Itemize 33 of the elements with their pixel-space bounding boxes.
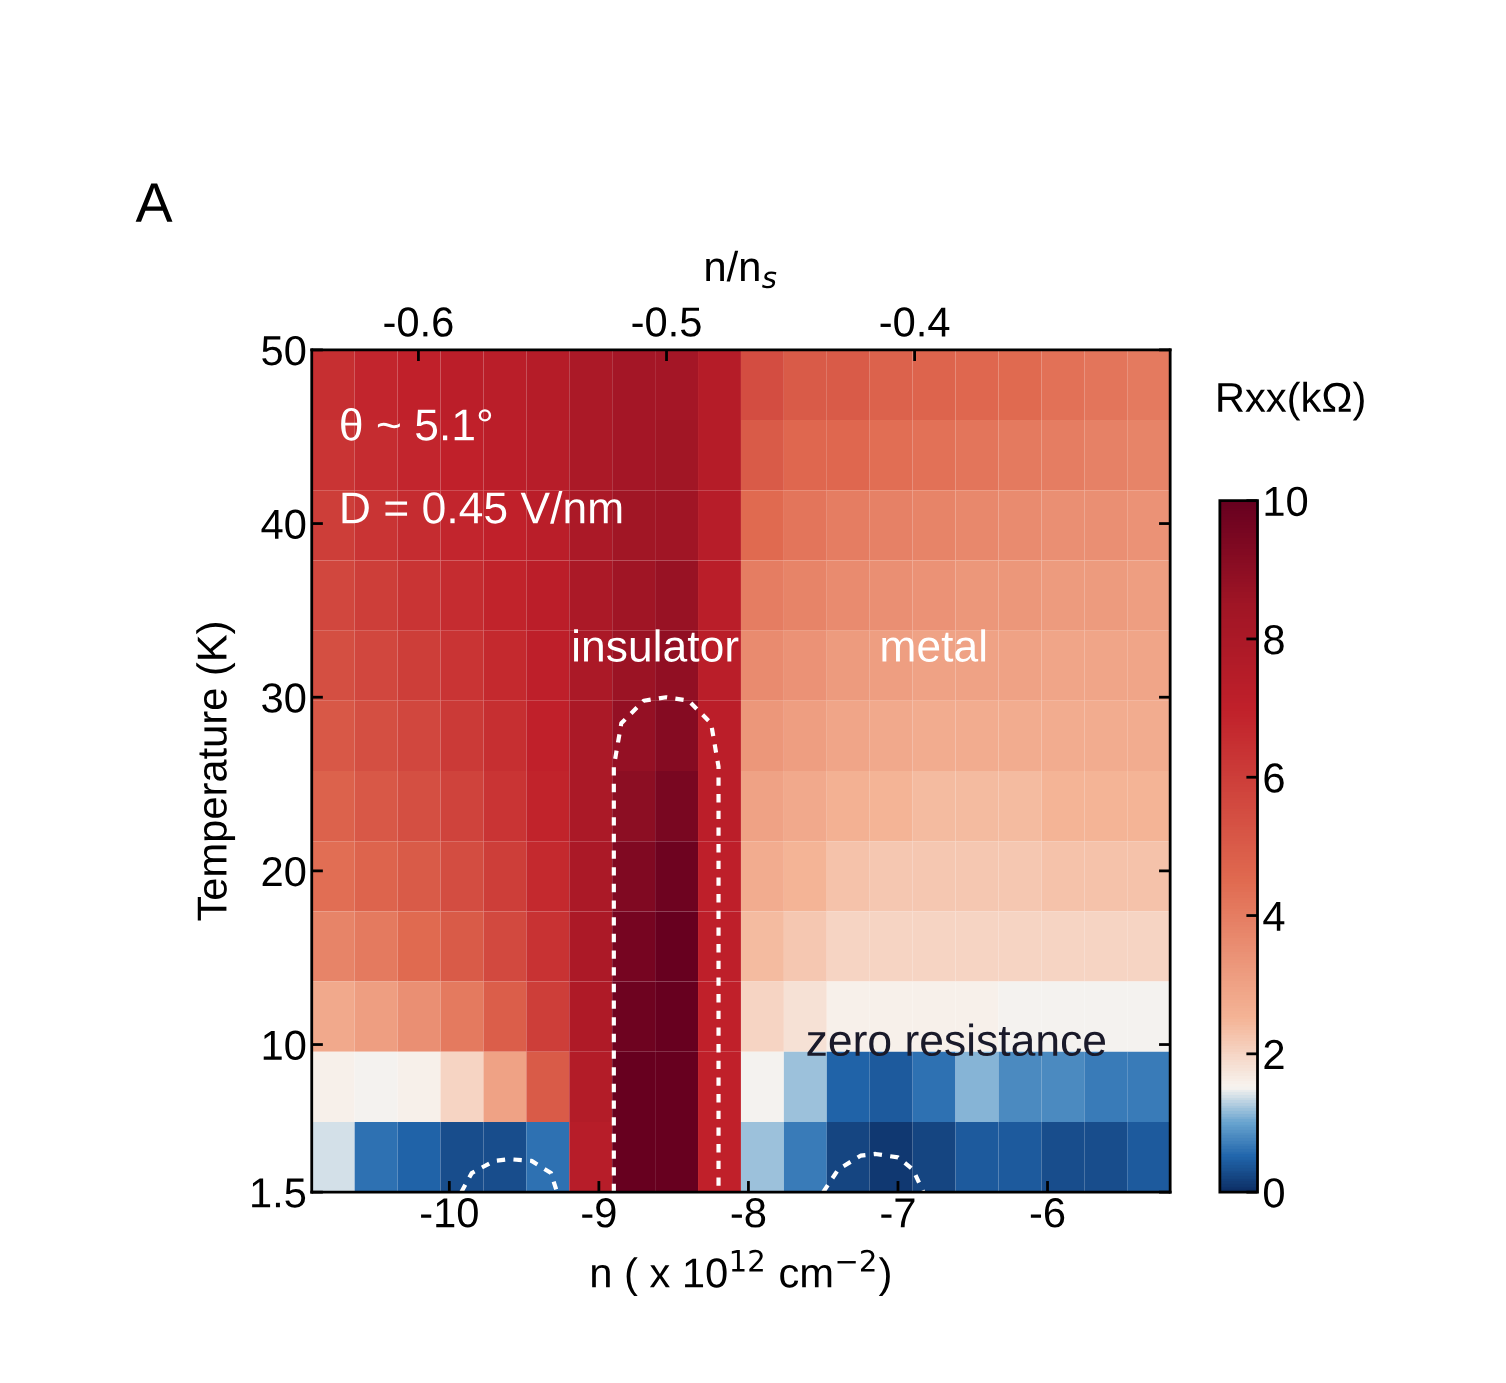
annotation: metal bbox=[882, 629, 986, 662]
y-tick-label: 40 bbox=[261, 509, 306, 540]
color-bar-label: 6 bbox=[1264, 763, 1284, 793]
text: A bbox=[135, 183, 173, 222]
y-tick-label: 10 bbox=[263, 1030, 306, 1061]
color-bar-label: 4 bbox=[1263, 901, 1285, 931]
x2-tick-label: -0.6 bbox=[384, 307, 453, 337]
line-series bbox=[459, 1157, 560, 1193]
x-tick-label: -8 bbox=[731, 1198, 766, 1228]
annotation: D = 0.45 V/nm bbox=[342, 490, 622, 524]
annotation: insulator bbox=[574, 629, 739, 662]
x-tick-label: -10 bbox=[421, 1198, 478, 1228]
annotation: zero resistance bbox=[807, 1023, 1106, 1057]
color-bar-label: 10 bbox=[1265, 486, 1308, 517]
y-tick-label: 1.5 bbox=[252, 1178, 306, 1208]
color-bar-label: 0 bbox=[1264, 1178, 1284, 1208]
y-tick-label: 50 bbox=[262, 335, 306, 366]
y-axis-title: Temperature (K) bbox=[196, 623, 236, 921]
line-series bbox=[821, 1151, 926, 1193]
x-axis-title: n ( x 10$^{12}$ cm$^{−2}$) bbox=[592, 1249, 890, 1296]
x-tick-label: -9 bbox=[582, 1198, 616, 1228]
color-bar-label: 8 bbox=[1264, 624, 1284, 655]
color-bar-title: Rxx(kΩ) bbox=[1218, 381, 1364, 421]
y-tick-label: 30 bbox=[262, 683, 306, 713]
color-bar-label: 2 bbox=[1264, 1039, 1284, 1069]
line-series bbox=[611, 695, 721, 1193]
x2-tick-label: -0.4 bbox=[880, 307, 950, 337]
x-tick-label: -6 bbox=[1030, 1198, 1065, 1228]
y-tick-label: 20 bbox=[262, 856, 306, 887]
x2-tick-label: -0.5 bbox=[632, 307, 701, 337]
x2-axis-title: n/n$_{s}$ bbox=[706, 250, 777, 289]
x-tick-label: -7 bbox=[881, 1198, 915, 1228]
annotation: θ ~ 5.1° bbox=[341, 408, 492, 441]
